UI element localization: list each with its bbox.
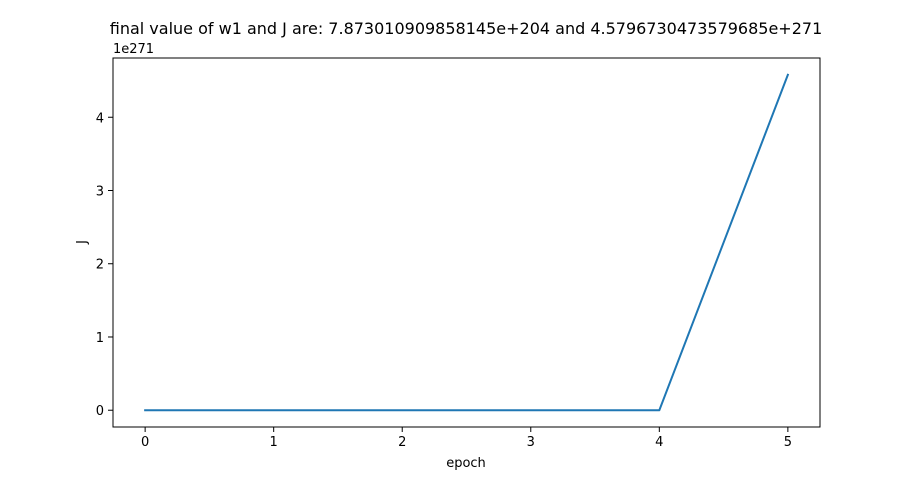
plot-frame [112, 57, 821, 428]
x-axis-label: epoch [446, 456, 486, 471]
series-line [144, 73, 790, 412]
x-tick-label: 1 [270, 435, 278, 450]
x-tick-label: 3 [527, 435, 535, 450]
x-tick-label: 0 [141, 435, 149, 450]
plot-lines [144, 73, 790, 412]
y-offset-label: 1e271 [113, 42, 154, 57]
x-tick-label: 5 [784, 435, 792, 450]
y-tick-label: 4 [96, 111, 104, 126]
y-axis-ticks: 0 1 2 3 4 [96, 111, 113, 419]
y-tick-label: 2 [96, 258, 104, 273]
y-tick-label: 0 [96, 404, 104, 419]
x-axis-ticks: 0 1 2 3 4 5 [141, 427, 792, 450]
y-tick-label: 1 [96, 331, 104, 346]
x-tick-label: 4 [655, 435, 663, 450]
y-tick-label: 3 [96, 184, 104, 199]
x-tick-label: 2 [398, 435, 406, 450]
y-axis-label: J [75, 240, 90, 245]
chart-title: final value of w1 and J are: 7.873010909… [110, 19, 823, 38]
